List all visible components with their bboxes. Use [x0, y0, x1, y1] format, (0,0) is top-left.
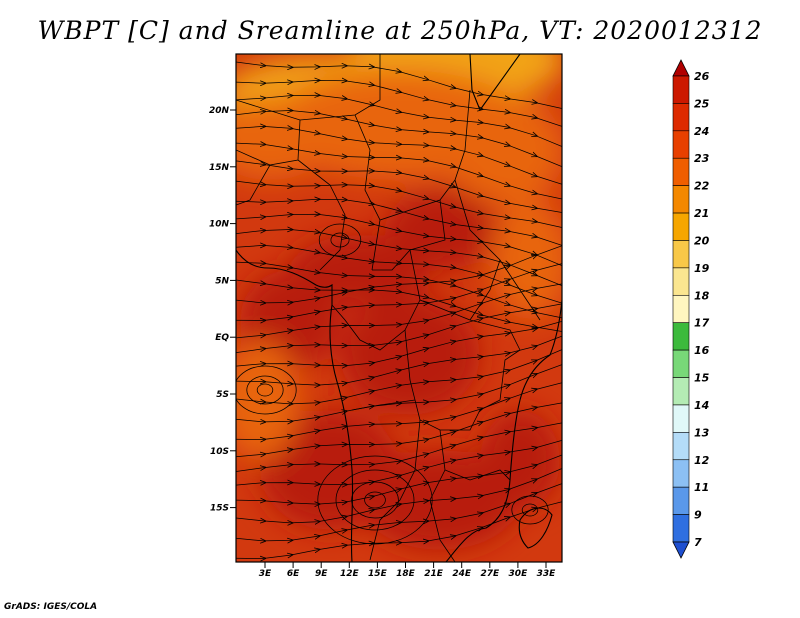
- lon-label: 18E: [396, 569, 416, 579]
- colorbar-segment: [672, 185, 690, 214]
- colorbar-segment: [672, 130, 690, 159]
- colorbar-label: 21: [694, 207, 709, 220]
- colorbar-label: 23: [694, 152, 710, 165]
- colorbar-label: 9: [694, 509, 702, 522]
- colorbar-segment: [672, 212, 690, 241]
- colorbar-label: 25: [694, 97, 710, 110]
- colorbar-label: 12: [694, 454, 710, 467]
- colorbar-segment: [672, 514, 690, 543]
- lon-label: 30E: [509, 569, 529, 579]
- grads-credit: GrADS: IGES/COLA: [4, 602, 98, 612]
- lat-label: 10N: [209, 220, 230, 230]
- lat-label: EQ: [215, 333, 229, 343]
- lon-label: 3E: [259, 569, 272, 579]
- colorbar-label: 20: [694, 234, 710, 247]
- colorbar-segment: [672, 240, 690, 269]
- colorbar-top-arrow: [672, 59, 690, 77]
- lon-label: 21E: [424, 569, 444, 579]
- colorbar-label: 26: [694, 70, 710, 83]
- latitude-axis: 20N 15N 10N 5N EQ 5S 10S 15S: [209, 106, 236, 514]
- lon-label: 6E: [287, 569, 300, 579]
- colorbar-label: 18: [694, 289, 710, 302]
- colorbar-label: 22: [694, 180, 710, 193]
- lon-label: 27E: [480, 569, 500, 579]
- colorbar: 26 25 24 23 22 21 20 19 18 17 16 15 14 13 12 11 9 7: [672, 59, 710, 559]
- colorbar-label: 16: [694, 344, 710, 357]
- colorbar-segment: [672, 294, 690, 324]
- colorbar-label: 14: [694, 399, 709, 412]
- longitude-axis: 3E 6E 9E 12E 15E 18E 21E 24E 27E 30E 33E: [259, 562, 556, 579]
- streamlines: [236, 61, 562, 559]
- colorbar-label: 17: [694, 317, 710, 330]
- colorbar-label: 11: [694, 481, 709, 494]
- lat-label: 5N: [215, 276, 229, 286]
- vortex-circulations: [236, 223, 549, 545]
- colorbar-bottom-arrow: [672, 541, 690, 559]
- colorbar-segment: [672, 432, 690, 461]
- colorbar-segment: [672, 459, 690, 488]
- lon-label: 9E: [315, 569, 328, 579]
- colorbar-label: 7: [694, 536, 702, 549]
- lat-label: 5S: [216, 390, 229, 400]
- colorbar-segment: [672, 157, 690, 186]
- colorbar-label: 15: [694, 372, 710, 385]
- colorbar-label: 13: [694, 426, 710, 439]
- lon-label: 33E: [537, 569, 557, 579]
- lat-label: 10S: [210, 447, 229, 457]
- lon-label: 12E: [340, 569, 360, 579]
- map-frame: [235, 53, 563, 563]
- colorbar-label: 24: [694, 125, 709, 138]
- lat-label: 15S: [210, 504, 229, 514]
- colorbar-segment: [672, 75, 690, 104]
- chart-title: WBPT [C] and Sreamline at 250hPa, VT: 20…: [37, 16, 763, 45]
- colorbar-segment: [672, 349, 690, 378]
- lat-label: 15N: [209, 163, 230, 173]
- colorbar-segment: [672, 404, 690, 433]
- colorbar-segment: [672, 103, 690, 132]
- lat-label: 20N: [209, 106, 230, 116]
- lon-label: 15E: [368, 569, 388, 579]
- colorbar-segment: [672, 486, 690, 515]
- colorbar-segment: [672, 267, 690, 296]
- colorbar-label: 19: [694, 262, 710, 275]
- colorbar-segment: [672, 322, 690, 351]
- colorbar-segment: [672, 377, 690, 406]
- lon-label: 24E: [452, 569, 472, 579]
